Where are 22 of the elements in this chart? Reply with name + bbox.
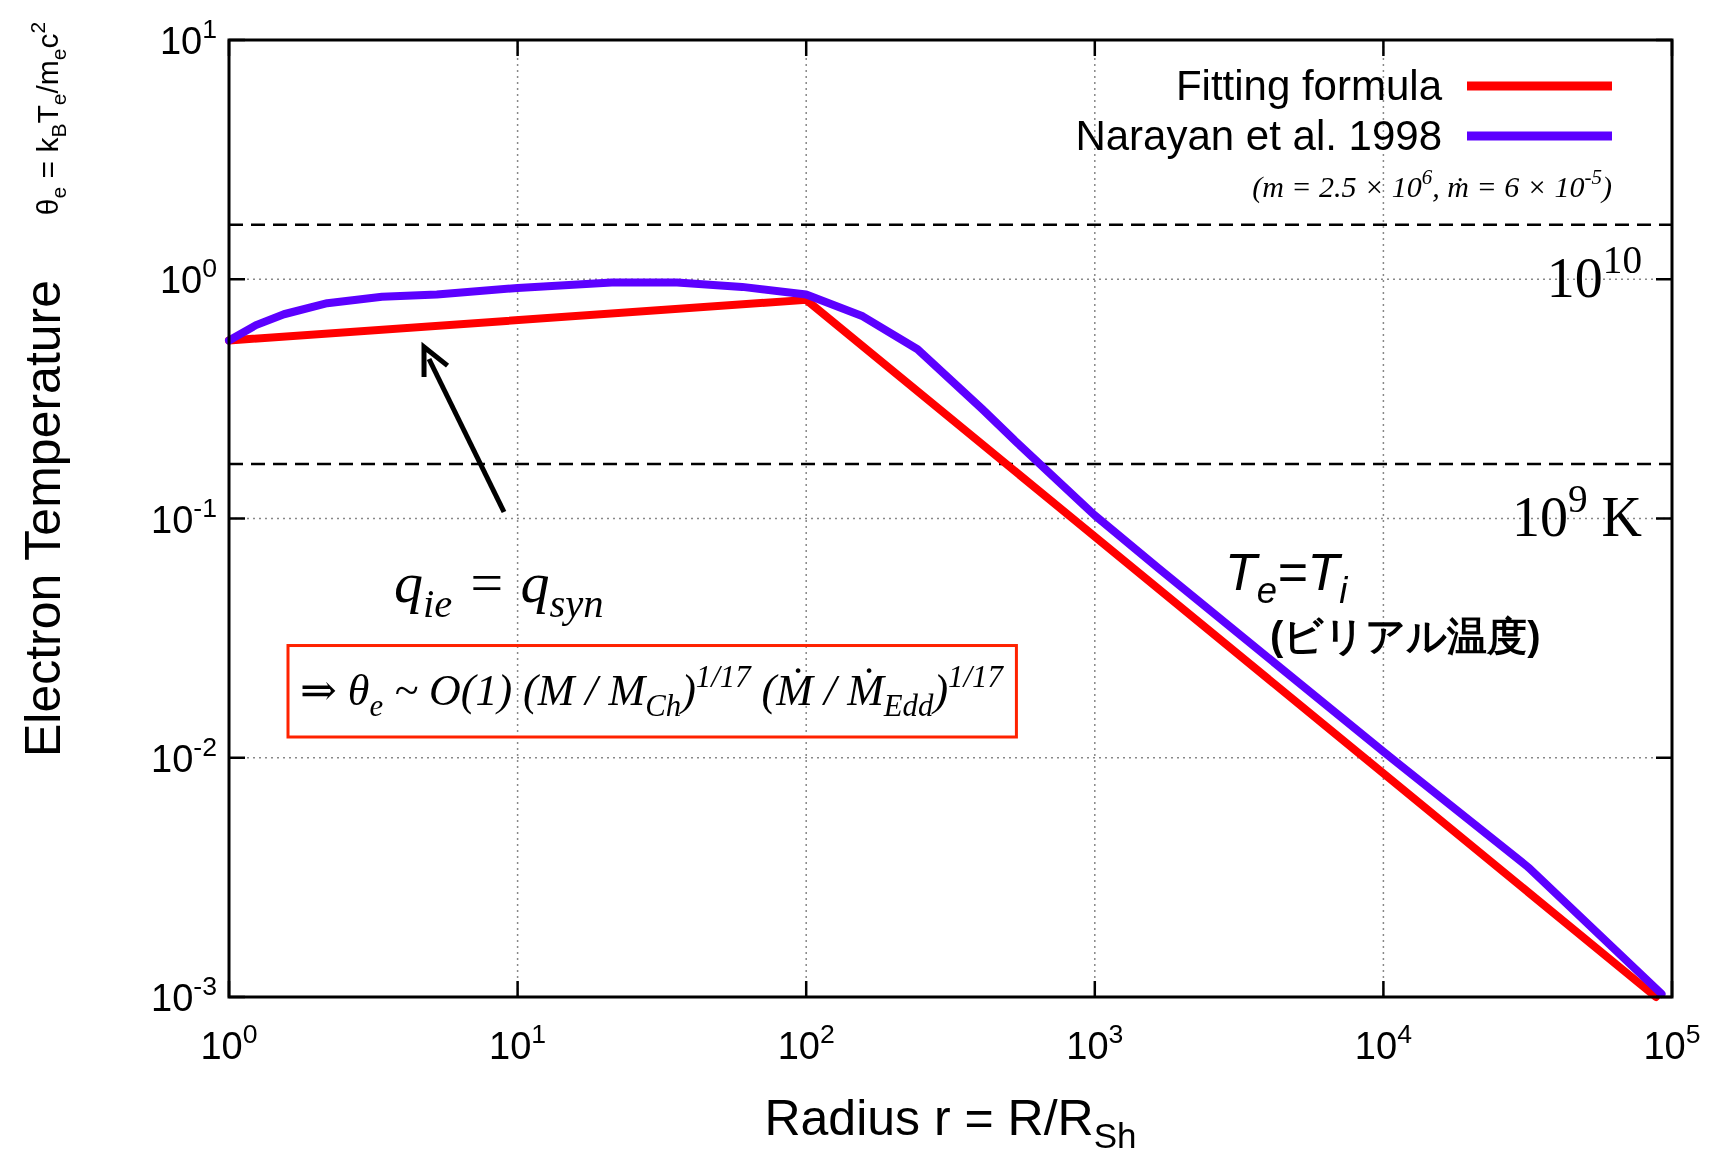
x-tick-label: 10$^{2}$ <box>777 1019 835 1067</box>
annotation: T$_{e}$=T$_{i}$ <box>1225 543 1349 611</box>
x-tick-label: 10$^{1}$ <box>489 1019 547 1067</box>
legend-label: Fitting formula <box>1175 62 1443 109</box>
y-tick-label: 10$^{1}$ <box>159 14 217 62</box>
text: ⇒ θ$_{e}$ ~ O(1) (M / M$_{Ch}$)$^{1/17}$ (Ṁ / Ṁ$_{Edd}$)$^{1/17}$ <box>300 659 1003 723</box>
y-tick-label: 10$^{0}$ <box>159 253 217 302</box>
x-axis-title: Radius r = R/R$_{Sh}$ <box>764 1090 1137 1155</box>
y-tick-label: 10$^{-2}$ <box>151 731 217 780</box>
annotation: (ビリアル温度) <box>1270 614 1541 658</box>
y-axis-title: Electron Temperature <box>15 279 71 758</box>
x-tick-label: 10$^{0}$ <box>200 1019 258 1067</box>
x-tick-label: 10$^{5}$ <box>1643 1019 1701 1067</box>
annotation: q$_{ie}$ = q$_{syn}$ <box>394 550 604 626</box>
y-tick-label: 10$^{-1}$ <box>151 492 217 541</box>
legend-label: Narayan et al. 1998 <box>1075 112 1442 159</box>
y-tick-label: 10$^{-3}$ <box>151 971 217 1019</box>
x-tick-label: 10$^{4}$ <box>1354 1019 1413 1067</box>
annotation: (m = 2.5 × 10$^{6}$, ṁ = 6 × 10$^{-5}$) <box>1252 165 1612 204</box>
annotation: 10$^{9}$ K <box>1511 477 1642 548</box>
x-tick-label: 10$^{3}$ <box>1066 1019 1124 1067</box>
annotation: 10$^{10}$ <box>1546 238 1642 309</box>
